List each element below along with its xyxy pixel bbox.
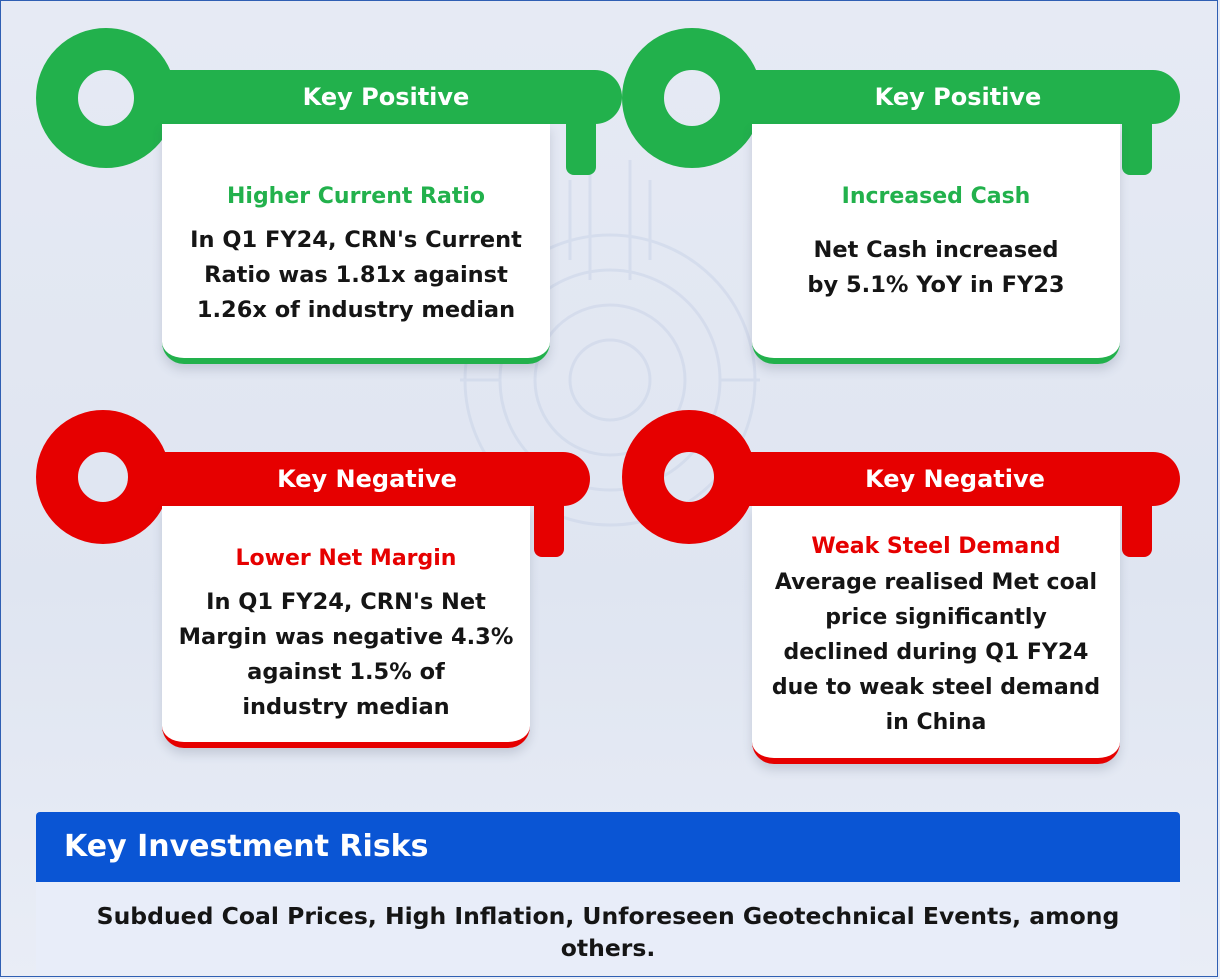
circuit-background-graphic xyxy=(460,160,760,527)
card-tag-bar: Key Positive xyxy=(150,70,622,124)
card-description: In Q1 FY24, CRN's Net Margin was negativ… xyxy=(162,585,530,725)
card-description-line: Ratio was 1.81x against xyxy=(204,262,508,288)
card-description-line: Average realised Met coal xyxy=(774,570,1098,595)
card-content-box: Higher Current Ratio In Q1 FY24, CRN's C… xyxy=(162,124,550,364)
key-tooth xyxy=(1122,120,1152,175)
card-tag-bar: Key Negative xyxy=(144,452,590,506)
key-tooth xyxy=(534,502,564,557)
card-content-box: Lower Net Margin In Q1 FY24, CRN's Net M… xyxy=(162,506,530,748)
card-description-line: by 5.1% YoY in FY23 xyxy=(807,272,1065,298)
card-description-line: declined during Q1 FY24 xyxy=(783,640,1089,665)
key-tooth xyxy=(566,120,596,175)
risks-section-text: Subdued Coal Prices, High Inflation, Unf… xyxy=(36,882,1180,974)
card-subtitle: Lower Net Margin xyxy=(235,546,457,571)
card-description-line: industry median xyxy=(242,694,450,720)
card-tag-label: Key Positive xyxy=(874,83,1042,111)
card-description-line: In Q1 FY24, CRN's Current xyxy=(190,227,522,253)
key-tooth xyxy=(1122,502,1152,557)
card-tag-bar: Key Negative xyxy=(730,452,1180,506)
card-tag-label: Key Negative xyxy=(277,465,457,493)
risks-section-title: Key Investment Risks xyxy=(36,812,1180,882)
card-description: Net Cash increased by 5.1% YoY in FY23 xyxy=(752,233,1120,303)
card-description: Average realised Met coal price signific… xyxy=(752,565,1120,740)
card-description: In Q1 FY24, CRN's Current Ratio was 1.81… xyxy=(162,223,550,328)
card-description-line: due to weak steel demand xyxy=(771,675,1101,700)
card-subtitle: Increased Cash xyxy=(841,184,1031,209)
card-description-line: against 1.5% of xyxy=(247,659,445,685)
card-content-box: Increased Cash Net Cash increased by 5.1… xyxy=(752,124,1120,364)
card-subtitle: Higher Current Ratio xyxy=(226,184,486,209)
card-description-line: Net Cash increased xyxy=(813,237,1059,263)
card-content-box: Weak Steel Demand Average realised Met c… xyxy=(752,506,1120,764)
card-description-line: Margin was negative 4.3% xyxy=(178,624,514,650)
card-tag-label: Key Negative xyxy=(865,465,1045,493)
card-description-line: price significantly xyxy=(825,605,1047,630)
card-tag-label: Key Positive xyxy=(302,83,470,111)
card-subtitle: Weak Steel Demand xyxy=(811,534,1061,559)
card-description-line: 1.26x of industry median xyxy=(196,297,516,323)
card-description-line: In Q1 FY24, CRN's Net xyxy=(206,589,486,615)
card-tag-bar: Key Positive xyxy=(736,70,1180,124)
card-description-line: in China xyxy=(885,710,987,735)
